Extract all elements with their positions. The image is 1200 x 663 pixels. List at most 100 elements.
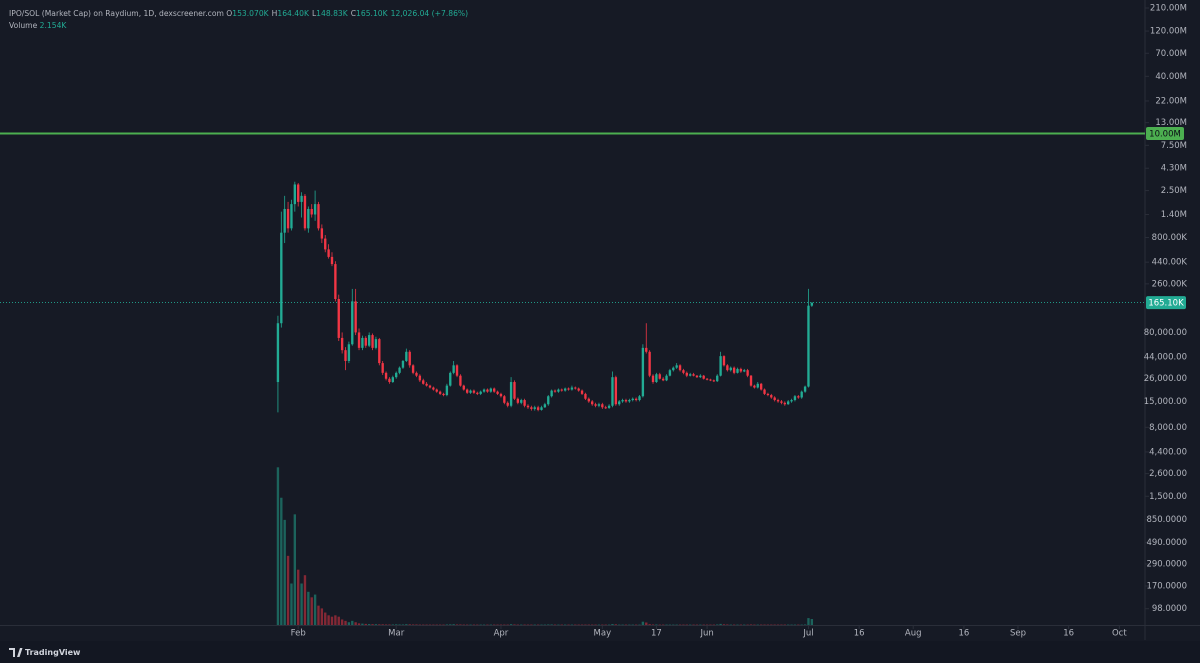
- volume-bar: [337, 616, 340, 625]
- y-tick-label: 4.30M: [1161, 164, 1187, 174]
- volume-bar: [597, 624, 601, 626]
- candle-body: [732, 367, 736, 373]
- volume-bar: [340, 619, 344, 625]
- candle-body: [354, 301, 357, 333]
- y-tick-label: 1,500.00: [1149, 492, 1187, 502]
- volume-bar: [766, 624, 770, 626]
- y-tick-label: 440.00K: [1152, 258, 1188, 268]
- candle-body: [770, 395, 773, 398]
- volume-bar: [540, 624, 543, 626]
- candle-body: [367, 335, 371, 346]
- candle-body: [465, 389, 469, 393]
- volume-bar: [324, 612, 327, 625]
- y-tick-label: 70.00M: [1155, 49, 1187, 59]
- candle-body: [563, 388, 567, 391]
- volume-bar: [756, 624, 759, 626]
- candle-body: [604, 407, 607, 409]
- volume-bar: [634, 624, 638, 626]
- volume-bar: [334, 615, 337, 625]
- volume-bar: [594, 624, 597, 626]
- candle-body: [672, 367, 675, 371]
- volume-bar: [486, 624, 489, 626]
- candle-body: [699, 375, 702, 378]
- x-tick-label: 16: [958, 629, 969, 639]
- y-tick-label: 80,000.00: [1144, 328, 1187, 338]
- legend-key: C: [350, 9, 357, 18]
- volume-bar: [584, 624, 587, 626]
- logo-text: TradingView: [25, 648, 81, 657]
- candle-body: [611, 377, 614, 406]
- candle-body: [530, 407, 533, 409]
- candle-body: [624, 400, 628, 402]
- x-tick-label: Jun: [699, 629, 713, 639]
- volume-bar: [509, 624, 513, 625]
- legend-value: 153.070K: [232, 9, 269, 18]
- volume-bar: [290, 583, 293, 625]
- last-price-label: 165.10K: [1148, 299, 1184, 309]
- volume-bar: [280, 497, 283, 625]
- candle-body: [384, 372, 388, 379]
- candle-body: [570, 387, 574, 390]
- volume-bar: [422, 624, 425, 626]
- candle-body: [425, 383, 428, 386]
- volume-bar: [689, 624, 692, 626]
- y-tick-label: 22.00M: [1155, 96, 1187, 106]
- candle-body: [736, 368, 739, 373]
- candle-body: [330, 256, 334, 265]
- candle-body: [709, 379, 712, 381]
- candle-body: [658, 374, 661, 379]
- volume-bar: [276, 467, 280, 625]
- x-tick-label: May: [594, 629, 612, 639]
- volume-bar: [398, 624, 401, 625]
- volume-bar: [719, 623, 722, 625]
- volume-bar: [428, 624, 432, 626]
- candle-body: [313, 204, 317, 215]
- volume-bar: [732, 624, 736, 626]
- volume-bar: [726, 624, 729, 625]
- volume-bar: [557, 624, 560, 626]
- volume-bar: [526, 624, 530, 626]
- volume-bar: [543, 624, 547, 626]
- volume-bar: [327, 615, 330, 625]
- candle-body: [567, 388, 570, 390]
- candle-body: [513, 382, 516, 399]
- candle-body: [553, 390, 557, 392]
- candle-body: [547, 396, 550, 405]
- candle-body: [337, 299, 340, 338]
- candle-body: [449, 372, 452, 386]
- volume-bar: [459, 624, 462, 625]
- candle-body: [435, 389, 438, 392]
- volume-bar: [665, 624, 668, 626]
- volume-bar: [624, 624, 628, 626]
- candle-body: [797, 396, 800, 398]
- candle-body: [712, 380, 716, 382]
- candle-body: [631, 398, 634, 401]
- candle-body: [520, 400, 523, 403]
- volume-bar: [452, 624, 455, 625]
- volume-bar: [496, 624, 499, 626]
- x-tick-label: Oct: [1112, 629, 1127, 639]
- volume-bar: [631, 624, 634, 626]
- legend-key: O: [226, 9, 233, 18]
- candle-body: [290, 204, 293, 229]
- candle-body: [705, 378, 709, 380]
- volume-bar: [476, 624, 479, 626]
- x-tick-label: Jul: [802, 629, 813, 639]
- volume-bar: [628, 624, 631, 626]
- volume-bar: [405, 624, 408, 625]
- volume-bar: [668, 624, 672, 626]
- candle-body: [634, 398, 638, 401]
- y-tick-label: 170.0000: [1146, 582, 1187, 592]
- candle-body: [584, 393, 587, 399]
- candle-body: [344, 350, 347, 361]
- x-tick-label: 16: [854, 629, 865, 639]
- volume-bar: [523, 624, 526, 626]
- volume-bar: [743, 624, 746, 626]
- volume-bar: [317, 605, 320, 625]
- candle-body: [476, 392, 479, 394]
- candle-body: [557, 389, 560, 392]
- volume-bar: [449, 624, 452, 625]
- volume-bar: [418, 624, 422, 626]
- candle-body: [722, 356, 726, 366]
- volume-bar: [705, 624, 709, 626]
